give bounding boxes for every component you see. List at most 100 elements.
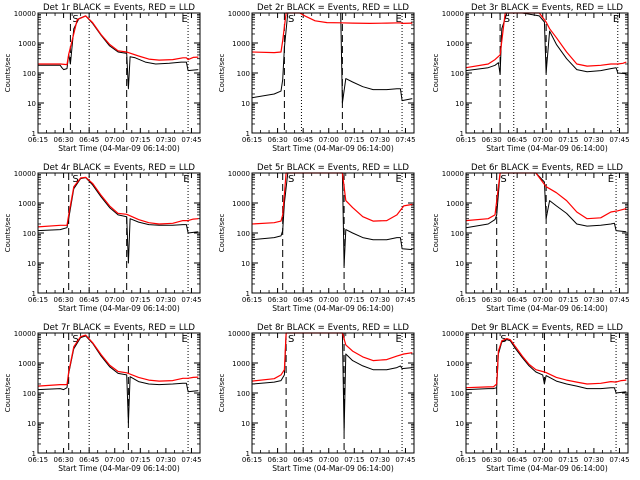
panel-det-7: Det 7r BLACK = Events, RED = LLD Counts/s… [4, 323, 202, 473]
x-tick-label: 06:15 [242, 136, 262, 144]
y-tick-label: 100 [237, 390, 250, 398]
y-tick-label: 10 [455, 100, 464, 108]
y-tick-label: 1 [246, 450, 250, 458]
series-line-events [251, 332, 413, 433]
panel-det-8: Det 8r BLACK = Events, RED = LLD Counts/s… [218, 323, 416, 473]
series-line-events [251, 12, 413, 104]
panel-title: Det 7r BLACK = Events, RED = LLD [43, 323, 195, 333]
start-marker: S [72, 174, 78, 185]
panel-title: Det 2r BLACK = Events, RED = LLD [257, 3, 409, 13]
x-tick-label: 07:30 [156, 136, 176, 144]
x-tick-label: 06:15 [242, 456, 262, 464]
x-tick-label: 06:30 [481, 136, 501, 144]
y-tick-label: 100 [451, 230, 464, 238]
x-tick-label: 07:30 [156, 456, 176, 464]
panel-det-9: Det 9r BLACK = Events, RED = LLD Counts/s… [432, 323, 630, 473]
end-marker: E [608, 174, 614, 185]
y-tick-label: 1000 [18, 360, 36, 368]
series-line-lld [37, 176, 199, 228]
plot-frame [37, 332, 201, 454]
y-tick-label: 10000 [228, 10, 250, 18]
panel-title: Det 4r BLACK = Events, RED = LLD [43, 163, 195, 173]
panel-title: Det 3r BLACK = Events, RED = LLD [471, 3, 623, 13]
x-tick-label: 07:00 [319, 136, 339, 144]
y-axis-label: Counts/sec [218, 214, 226, 253]
series-line-lld [37, 334, 199, 387]
end-marker: E [181, 334, 187, 345]
y-tick-label: 1000 [446, 360, 464, 368]
panel-det-1: Det 1r BLACK = Events, RED = LLD Counts/s… [4, 3, 202, 153]
x-tick-label: 07:15 [558, 136, 578, 144]
x-tick-label: 07:45 [181, 136, 201, 144]
x-tick-label: 06:30 [481, 296, 501, 304]
y-tick-label: 10 [455, 260, 464, 268]
x-tick-label: 07:45 [181, 456, 201, 464]
x-tick-label: 07:45 [395, 296, 415, 304]
end-marker: E [181, 14, 187, 25]
end-marker: E [609, 334, 615, 345]
plot-frame [37, 12, 201, 134]
x-tick-label: 06:45 [507, 296, 527, 304]
x-tick-label: 06:30 [53, 136, 73, 144]
y-tick-label: 100 [451, 70, 464, 78]
y-tick-label: 100 [23, 390, 36, 398]
y-axis-label: Counts/sec [432, 214, 440, 253]
x-tick-label: 06:45 [79, 456, 99, 464]
x-tick-label: 06:30 [267, 296, 287, 304]
series-line-lld [38, 15, 199, 66]
x-tick-label: 06:30 [53, 296, 73, 304]
y-tick-label: 10000 [14, 10, 36, 18]
plot-frame [465, 172, 629, 294]
y-tick-label: 10 [241, 260, 250, 268]
series-line-lld [465, 172, 627, 222]
y-tick-label: 10000 [442, 170, 464, 178]
x-tick-label: 06:45 [79, 296, 99, 304]
x-tick-label: 07:30 [584, 296, 604, 304]
y-tick-label: 10 [27, 420, 36, 428]
y-tick-label: 100 [237, 230, 250, 238]
series-line-events [37, 335, 199, 424]
panel-det-3: Det 3r BLACK = Events, RED = LLD Counts/s… [432, 3, 630, 153]
plot-frame [251, 332, 415, 454]
panel-title: Det 6r BLACK = Events, RED = LLD [471, 163, 623, 173]
y-tick-label: 100 [237, 70, 250, 78]
y-tick-label: 1 [460, 290, 464, 298]
y-tick-label: 1 [32, 130, 36, 138]
y-tick-label: 100 [23, 70, 36, 78]
x-tick-label: 07:15 [130, 456, 150, 464]
series-line-events [251, 172, 413, 267]
x-tick-label: 06:30 [53, 456, 73, 464]
x-tick-label: 06:45 [507, 136, 527, 144]
x-tick-label: 07:00 [319, 456, 339, 464]
y-axis-label: Counts/sec [432, 54, 440, 93]
x-tick-label: 07:00 [319, 296, 339, 304]
y-tick-label: 10000 [14, 330, 36, 338]
x-tick-label: 06:15 [456, 456, 476, 464]
x-tick-label: 07:00 [105, 456, 125, 464]
end-marker: E [613, 14, 619, 25]
x-tick-label: 07:15 [558, 296, 578, 304]
x-axis-label: Start Time (04-Mar-09 06:14:00) [272, 304, 394, 313]
x-tick-label: 07:30 [584, 136, 604, 144]
end-marker: E [183, 174, 189, 185]
y-axis-label: Counts/sec [4, 54, 12, 93]
end-marker: E [395, 174, 401, 185]
x-tick-label: 07:00 [533, 296, 553, 304]
plot-frame [251, 12, 415, 134]
x-tick-label: 07:15 [130, 296, 150, 304]
x-tick-label: 07:30 [370, 136, 390, 144]
plot-frame [37, 172, 201, 294]
start-marker: S [72, 14, 78, 25]
x-axis-label: Start Time (04-Mar-09 06:14:00) [272, 144, 394, 153]
panel-det-6: Det 6r BLACK = Events, RED = LLD Counts/s… [432, 163, 630, 313]
x-axis-label: Start Time (04-Mar-09 06:14:00) [58, 464, 180, 473]
x-tick-label: 06:45 [293, 456, 313, 464]
x-axis-label: Start Time (04-Mar-09 06:14:00) [486, 304, 608, 313]
x-tick-label: 06:15 [456, 296, 476, 304]
start-marker: S [288, 334, 294, 345]
x-tick-label: 06:15 [242, 296, 262, 304]
end-marker: E [395, 334, 401, 345]
series-line-events [37, 177, 199, 264]
y-axis-label: Counts/sec [4, 214, 12, 253]
y-tick-label: 10000 [14, 170, 36, 178]
